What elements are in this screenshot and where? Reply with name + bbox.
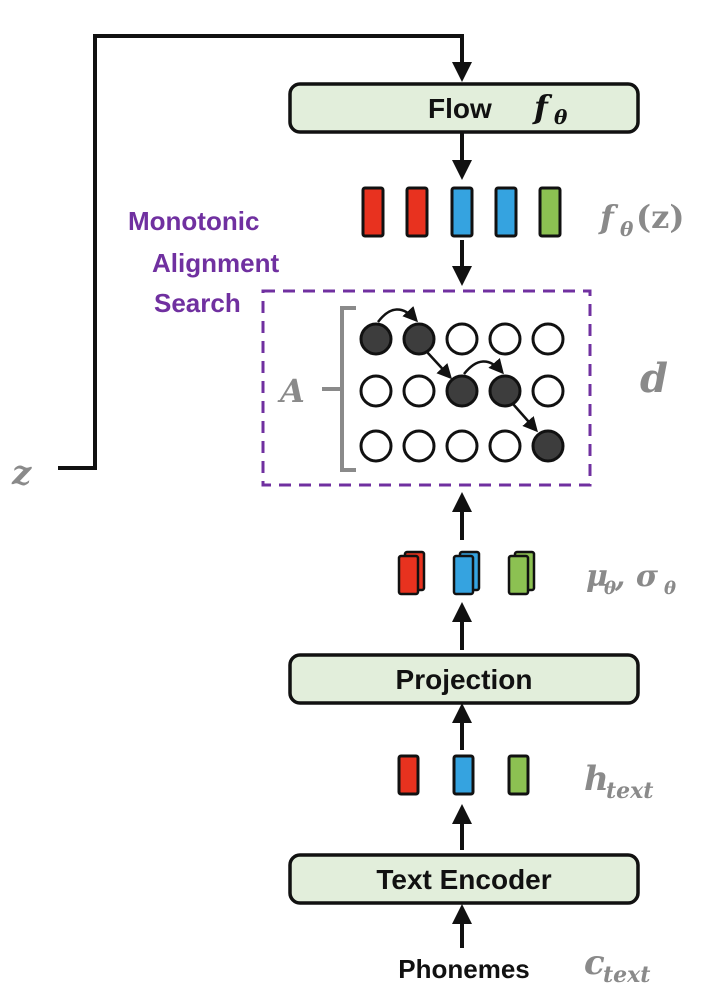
align-cell-1-4 — [531, 374, 565, 408]
align-cell-0-0 — [359, 322, 393, 356]
z-feedback-line — [58, 34, 472, 470]
text-encoder-box — [288, 853, 640, 905]
align-cell-0-3 — [488, 322, 522, 356]
mu-sigma-blue-front — [452, 554, 475, 596]
sigma-sub: θ — [664, 578, 676, 599]
path-curve-2 — [463, 358, 504, 375]
alignment-path — [377, 306, 538, 433]
align-cell-2-0 — [359, 429, 393, 463]
mas-label-line2: Alignment — [152, 248, 279, 278]
fz-symbol-sub: θ — [620, 217, 634, 241]
c-sub: text — [603, 962, 650, 988]
h-symbol: h — [584, 759, 609, 799]
align-cell-2-4 — [531, 429, 565, 463]
fz-vector-blue-2 — [494, 186, 518, 238]
phonemes-label: Phonemes — [398, 954, 530, 984]
align-cell-0-4 — [531, 322, 565, 356]
align-cell-1-2 — [445, 374, 479, 408]
mu-sigma-green-front — [507, 554, 530, 596]
mu-symbol: μ — [586, 559, 608, 594]
fz-vector-green-1 — [538, 186, 562, 238]
h-text-blue — [452, 754, 475, 796]
path-diag-2 — [512, 403, 538, 433]
d-label: d — [640, 355, 668, 402]
c-symbol: c — [584, 943, 605, 983]
h-text-red — [397, 754, 420, 796]
flow-label: Flow — [428, 93, 492, 124]
path-curve-1 — [377, 306, 419, 323]
h-sub: text — [606, 778, 653, 804]
align-cell-1-0 — [359, 374, 393, 408]
align-cell-0-2 — [445, 322, 479, 356]
mu-sigma-red-front — [397, 554, 420, 596]
A-label: A — [277, 372, 305, 410]
mas-label-line1: Monotonic — [128, 206, 259, 236]
alignment-grid — [359, 322, 565, 463]
flow-symbol: f — [532, 88, 553, 126]
fz-symbol: f — [598, 198, 619, 236]
h-text-vectors — [397, 754, 530, 796]
align-cell-1-3 — [488, 374, 522, 408]
align-cell-2-3 — [488, 429, 522, 463]
fz-vectors — [361, 186, 562, 238]
mas-box — [261, 289, 592, 487]
path-diag-1 — [426, 351, 453, 380]
fz-vector-blue-1 — [450, 186, 474, 238]
projection-label: Projection — [396, 664, 533, 695]
alignment-bracket — [322, 306, 356, 472]
fz-vector-red-2 — [405, 186, 429, 238]
fz-symbol-arg: (z) — [636, 198, 684, 236]
align-cell-0-1 — [402, 322, 436, 356]
mas-label-line3: Search — [154, 288, 241, 318]
mu-sub: θ — [604, 578, 616, 599]
z-label: z — [11, 453, 32, 493]
align-cell-2-2 — [445, 429, 479, 463]
mu-sigma-vectors — [397, 550, 536, 596]
align-cell-2-1 — [402, 429, 436, 463]
align-cell-1-1 — [402, 374, 436, 408]
sigma-symbol: , σ — [614, 559, 659, 594]
fz-vector-red-1 — [361, 186, 385, 238]
h-text-green — [507, 754, 530, 796]
text-encoder-label: Text Encoder — [376, 864, 551, 895]
flow-symbol-sub: θ — [554, 105, 568, 129]
